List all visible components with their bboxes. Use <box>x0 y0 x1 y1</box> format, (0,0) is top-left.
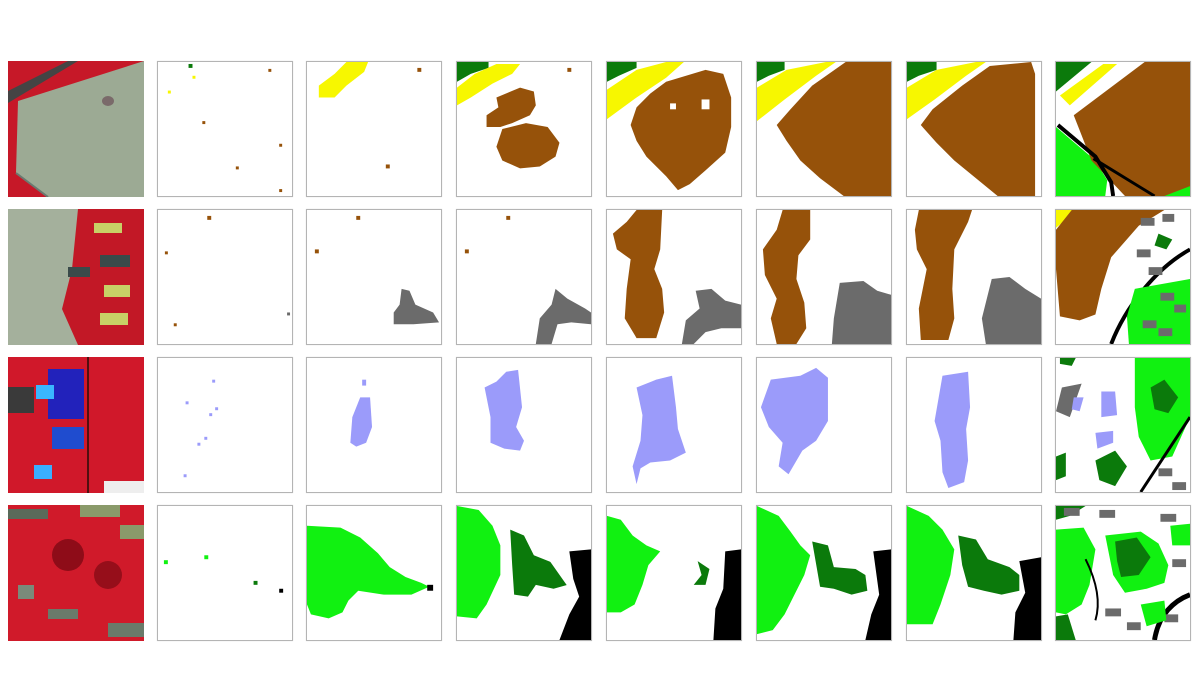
aerial-image-row-2 <box>8 209 144 345</box>
segmentation-map-row-1-col-6 <box>756 61 892 197</box>
segmentation-map-row-3-col-3 <box>306 357 442 493</box>
segmentation-map-row-3-col-6 <box>756 357 892 493</box>
segmentation-map-row-2-col-7 <box>906 209 1042 345</box>
aerial-image-row-1 <box>8 61 144 197</box>
segmentation-map-row-2-col-5 <box>606 209 742 345</box>
segmentation-map-row-4-col-5 <box>606 505 742 641</box>
segmentation-map-row-3-col-2 <box>157 357 293 493</box>
segmentation-map-row-3-col-4 <box>456 357 592 493</box>
segmentation-map-row-4-col-3 <box>306 505 442 641</box>
segmentation-map-row-2-col-3 <box>306 209 442 345</box>
segmentation-map-row-3-col-8 <box>1055 357 1191 493</box>
segmentation-map-row-1-col-3 <box>306 61 442 197</box>
segmentation-map-row-2-col-2 <box>157 209 293 345</box>
segmentation-map-row-3-col-7 <box>906 357 1042 493</box>
segmentation-map-row-1-col-7 <box>906 61 1042 197</box>
segmentation-map-row-4-col-2 <box>157 505 293 641</box>
segmentation-map-row-2-col-8 <box>1055 209 1191 345</box>
segmentation-map-row-1-col-5 <box>606 61 742 197</box>
segmentation-map-row-1-col-2 <box>157 61 293 197</box>
segmentation-map-row-1-col-4 <box>456 61 592 197</box>
segmentation-map-row-3-col-5 <box>606 357 742 493</box>
segmentation-map-row-4-col-6 <box>756 505 892 641</box>
segmentation-map-row-4-col-4 <box>456 505 592 641</box>
aerial-image-row-3 <box>8 357 144 493</box>
segmentation-map-row-1-col-8 <box>1055 61 1191 197</box>
segmentation-map-row-2-col-4 <box>456 209 592 345</box>
segmentation-map-row-4-col-7 <box>906 505 1042 641</box>
segmentation-map-row-2-col-6 <box>756 209 892 345</box>
segmentation-map-row-4-col-8 <box>1055 505 1191 641</box>
aerial-image-row-4 <box>8 505 144 641</box>
